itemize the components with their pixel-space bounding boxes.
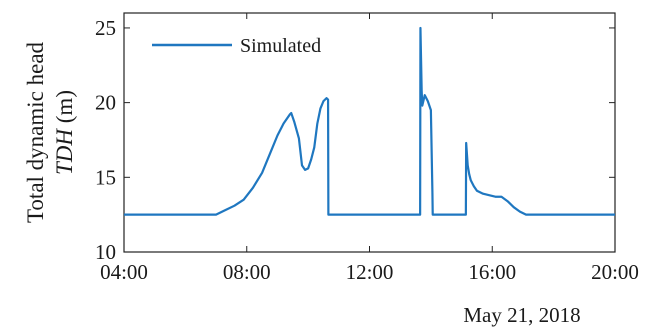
x-tick-label: 20:00 bbox=[591, 260, 639, 284]
x-tick-label: 08:00 bbox=[223, 260, 271, 284]
y-axis-label-variable: TDH (m) bbox=[52, 90, 77, 175]
axis-ticks: 04:00 08:00 12:00 16:00 20:00 10 15 20 25 bbox=[95, 13, 639, 284]
y-axis-unit: (m) bbox=[52, 90, 77, 123]
date-label: May 21, 2018 bbox=[463, 303, 580, 327]
x-tick-label: 16:00 bbox=[468, 260, 516, 284]
y-tick-label: 20 bbox=[95, 91, 116, 115]
y-tick-label: 10 bbox=[95, 240, 116, 264]
legend: Simulated bbox=[152, 35, 321, 57]
plot-frame bbox=[123, 12, 616, 253]
x-tick-label: 12:00 bbox=[346, 260, 394, 284]
series-line-simulated bbox=[124, 26, 615, 216]
legend-label-simulated: Simulated bbox=[240, 35, 321, 57]
y-tick-label: 25 bbox=[95, 16, 116, 40]
y-axis-label: Total dynamic head bbox=[23, 41, 48, 223]
series-group bbox=[124, 26, 615, 216]
y-axis-variable: TDH bbox=[52, 128, 77, 175]
y-tick-label: 15 bbox=[95, 165, 116, 189]
x-tick-label: 04:00 bbox=[100, 260, 148, 284]
